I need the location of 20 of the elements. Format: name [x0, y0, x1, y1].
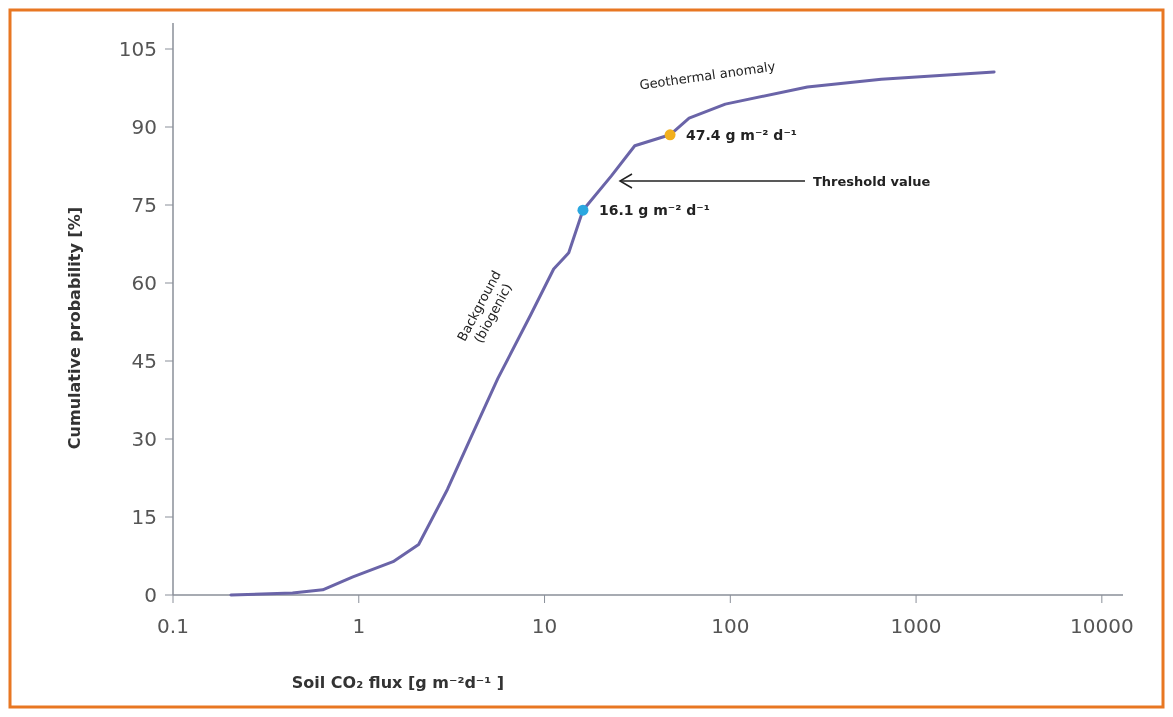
x-axis-title: Soil CO₂ flux [g m⁻²d⁻¹ ] [291, 673, 505, 692]
x-tick-label: 10000 [1070, 614, 1134, 638]
y-tick-label: 105 [118, 37, 157, 61]
y-tick-label: 15 [131, 505, 157, 529]
x-tick-label: 100 [711, 614, 750, 638]
y-tick-label: 75 [131, 193, 157, 217]
y-tick-label: 90 [131, 115, 157, 139]
x-tick-label: 0.1 [157, 614, 189, 638]
x-tick-label: 1 [352, 614, 366, 638]
y-tick-label: 45 [131, 349, 157, 373]
annotation: Geothermal anomaly [638, 58, 777, 93]
x-tick-label: 1000 [890, 614, 942, 638]
annotation: 16.1 g m⁻² d⁻¹ [598, 202, 710, 219]
y-tick-label: 30 [131, 427, 157, 451]
y-tick-label: 0 [144, 583, 157, 607]
x-tick-label: 10 [531, 614, 558, 638]
y-axis-title: Cumulative probability [%] [65, 206, 84, 450]
annotation: Threshold value [813, 173, 931, 189]
annotation: 47.4 g m⁻² d⁻¹ [686, 126, 797, 143]
y-tick-label: 60 [131, 271, 157, 295]
